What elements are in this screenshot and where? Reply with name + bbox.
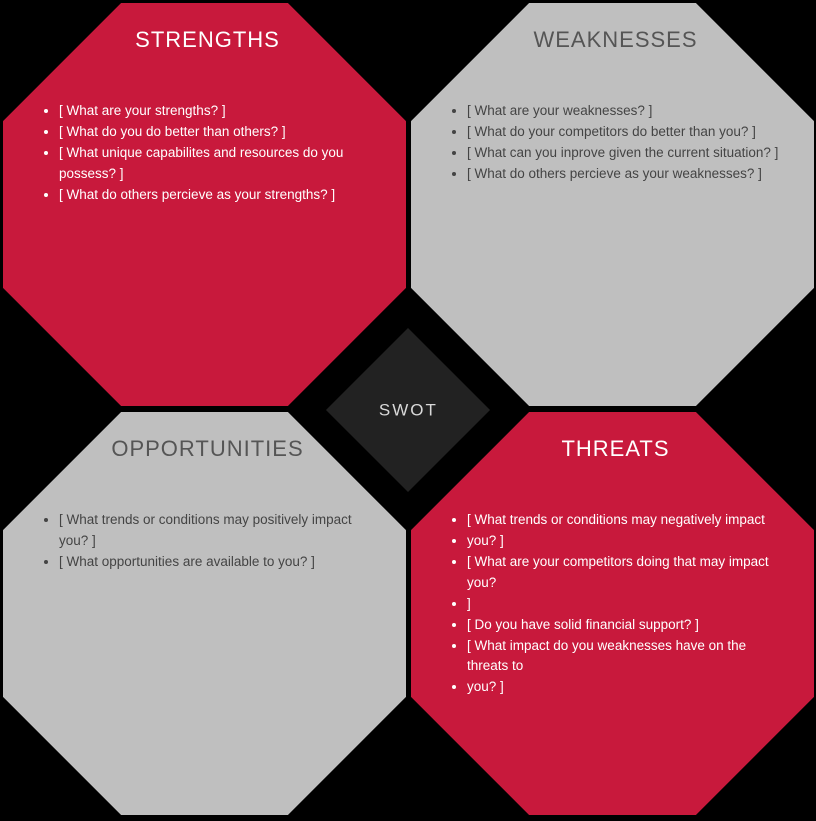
- strengths-list: [ What are your strengths? ][ What do yo…: [37, 101, 378, 206]
- quadrant-opportunities: OPPORTUNITIES [ What trends or condition…: [3, 412, 406, 815]
- threats-title: THREATS: [445, 436, 786, 462]
- weaknesses-item: [ What are your weaknesses? ]: [467, 101, 786, 122]
- weaknesses-item: [ What do others percieve as your weakne…: [467, 164, 786, 185]
- strengths-item: [ What are your strengths? ]: [59, 101, 378, 122]
- quadrant-weaknesses: WEAKNESSES [ What are your weaknesses? ]…: [411, 3, 814, 406]
- weaknesses-item: [ What can you inprove given the current…: [467, 143, 786, 164]
- center-diamond: SWOT: [326, 328, 490, 492]
- threats-list: [ What trends or conditions may negative…: [445, 510, 786, 698]
- center-label: SWOT: [379, 400, 438, 420]
- threats-item: [ What are your competitors doing that m…: [467, 552, 786, 594]
- threats-item: [ What impact do you weaknesses have on …: [467, 636, 786, 678]
- quadrant-strengths: STRENGTHS [ What are your strengths? ][ …: [3, 3, 406, 406]
- weaknesses-item: [ What do your competitors do better tha…: [467, 122, 786, 143]
- threats-item: [ What trends or conditions may negative…: [467, 510, 786, 531]
- opportunities-item: [ What trends or conditions may positive…: [59, 510, 378, 552]
- weaknesses-title: WEAKNESSES: [445, 27, 786, 53]
- threats-item: ]: [467, 594, 786, 615]
- opportunities-item: [ What opportunities are available to yo…: [59, 552, 378, 573]
- opportunities-title: OPPORTUNITIES: [37, 436, 378, 462]
- strengths-item: [ What do you do better than others? ]: [59, 122, 378, 143]
- strengths-title: STRENGTHS: [37, 27, 378, 53]
- strengths-item: [ What do others percieve as your streng…: [59, 185, 378, 206]
- quadrant-threats: THREATS [ What trends or conditions may …: [411, 412, 814, 815]
- threats-item: you? ]: [467, 677, 786, 698]
- threats-item: you? ]: [467, 531, 786, 552]
- strengths-item: [ What unique capabilites and resources …: [59, 143, 378, 185]
- opportunities-list: [ What trends or conditions may positive…: [37, 510, 378, 573]
- threats-item: [ Do you have solid financial support? ]: [467, 615, 786, 636]
- weaknesses-list: [ What are your weaknesses? ][ What do y…: [445, 101, 786, 185]
- swot-stage: STRENGTHS [ What are your strengths? ][ …: [0, 0, 816, 821]
